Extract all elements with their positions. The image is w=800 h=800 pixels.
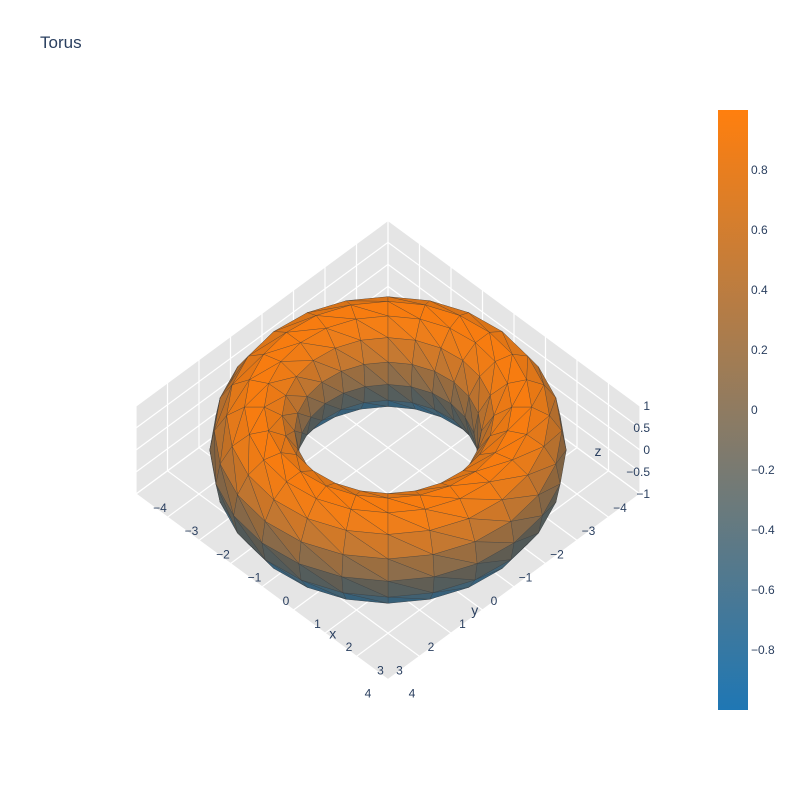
grid-z-wall <box>135 241 389 429</box>
z-tick-label: −1 <box>636 487 650 501</box>
y-tick-label: 3 <box>396 663 403 677</box>
x-tick-label: −4 <box>153 501 167 515</box>
y-tick-label: 0 <box>491 594 498 608</box>
colorbar-tick-label: 0.8 <box>751 163 768 177</box>
z-tick-label: 0.5 <box>633 421 650 435</box>
colorbar-tick-label: −0.2 <box>751 463 775 477</box>
mesh-face <box>346 530 389 560</box>
z-tick-label: 1 <box>643 399 650 413</box>
y-tick-label: −3 <box>582 524 596 538</box>
x-axis-label: x <box>329 625 336 641</box>
y-tick-label: 1 <box>459 617 466 631</box>
y-axis-label: y <box>471 602 478 618</box>
x-tick-label: −2 <box>216 547 230 561</box>
y-tick-label: −1 <box>519 571 533 585</box>
y-tick-label: −4 <box>613 501 627 515</box>
torus-mesh <box>209 296 567 604</box>
colorbar-tick-label: −0.8 <box>751 643 775 657</box>
z-tick-label: 0 <box>643 443 650 457</box>
x-tick-label: −1 <box>248 571 262 585</box>
x-tick-label: 4 <box>409 687 416 701</box>
x-tick-label: 0 <box>283 594 290 608</box>
colorbar-tick-label: −0.6 <box>751 583 775 597</box>
grid-y-floor <box>135 493 389 681</box>
x-tick-label: −3 <box>185 524 199 538</box>
x-tick-label: 2 <box>346 640 353 654</box>
x-tick-label: 1 <box>314 617 321 631</box>
z-tick-label: −0.5 <box>626 465 650 479</box>
colorbar-ticks: −0.8 −0.6 −0.4 −0.2 0 0.2 0.4 0.6 0.8 <box>751 163 775 657</box>
chart-title: Torus <box>40 33 82 52</box>
grid-z-wall <box>387 219 641 407</box>
y-tick-label: 4 <box>365 687 372 701</box>
colorbar-tick-label: 0.4 <box>751 283 768 297</box>
grid-z-wall <box>387 241 641 429</box>
y-tick-label: −2 <box>550 547 564 561</box>
colorbar-tick-label: 0 <box>751 403 758 417</box>
colorbar-tick-label: 0.2 <box>751 343 768 357</box>
colorbar-tick-label: 0.6 <box>751 223 768 237</box>
grid-z-wall <box>135 219 389 407</box>
x-tick-label: 3 <box>377 663 384 677</box>
z-axis-label: z <box>595 443 602 459</box>
colorbar-tick-label: −0.4 <box>751 523 775 537</box>
colorbar <box>718 110 748 710</box>
y-tick-label: 2 <box>428 640 435 654</box>
